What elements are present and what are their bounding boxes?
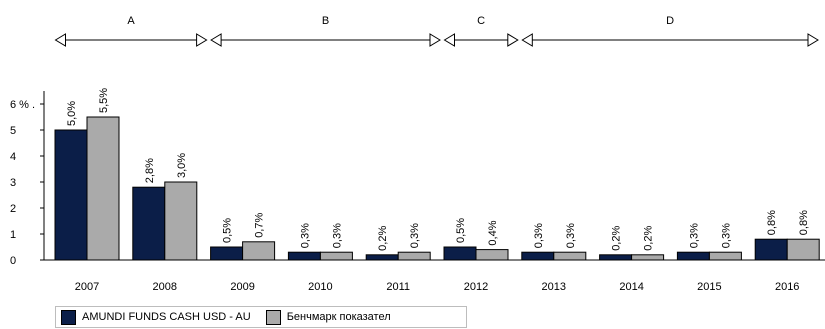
y-tick-label: 0 [10,255,16,267]
x-tick-label: 2010 [308,281,332,293]
y-axis: 0 1 2 3 4 5 6 % . [10,91,45,267]
legend-swatch-benchmark [265,309,281,325]
bar-label-fund: 0,3% [688,223,700,248]
bar-label-benchmark: 3,0% [176,153,188,178]
bar-fund [54,129,88,261]
x-tick-label: 2007 [75,281,99,293]
arrow-left-icon [210,33,222,47]
bar-benchmark [164,181,198,261]
arrow-left-icon [54,33,66,47]
bar-label-benchmark: 0,4% [487,220,499,245]
bar-label-benchmark: 0,8% [798,210,810,235]
bar-label-benchmark: 0,3% [720,223,732,248]
legend-swatch-fund [61,309,76,325]
legend-label-benchmark: Бенчмарк показател [286,311,391,323]
bar-label-benchmark: 0,3% [331,223,343,248]
x-tick-label: 2016 [775,281,799,293]
bar-label-fund: 5,0% [66,101,78,126]
bar-fund [287,251,321,261]
bar-benchmark [475,249,509,261]
x-tick-label: 2012 [464,281,488,293]
bar-benchmark [786,238,820,261]
x-tick-label: 2009 [230,281,254,293]
bar-benchmark [242,241,276,261]
period-label: A [127,15,135,27]
x-tick-label: 2011 [386,281,410,293]
x-tick-label: 2015 [697,281,721,293]
period-brackets: A B C D [54,15,819,47]
bar-fund [599,254,633,261]
y-tick-label: 4 [10,151,16,163]
bar-label-benchmark: 0,2% [643,226,655,251]
bar-fund [443,246,477,261]
bar-benchmark [631,254,665,261]
bar-benchmark [319,251,353,261]
bar-fund [676,251,710,261]
legend-item-fund: AMUNDI FUNDS CASH USD - AU [61,309,251,325]
y-tick-label: 6 % . [10,99,35,111]
y-tick-label: 2 [10,203,16,215]
legend: AMUNDI FUNDS CASH USD - AU Бенчмарк пока… [55,306,467,328]
y-tick-label: 5 [10,125,16,137]
bar-benchmark [708,251,742,261]
bar-label-benchmark: 0,3% [409,223,421,248]
bar-fund [365,254,399,261]
bar-label-fund: 0,3% [299,223,311,248]
x-tick-label: 2014 [619,281,643,293]
x-axis: 2007 2008 2009 2010 2011 2012 2013 2014 2015 2016 [44,259,825,293]
x-tick-label: 2008 [153,281,177,293]
bar-label-fund: 0,2% [377,226,389,251]
bar-fund [521,251,555,261]
bar-label-fund: 0,5% [455,218,467,243]
bar-label-fund: 2,8% [144,158,156,183]
period-label: D [666,15,674,27]
legend-item-benchmark: Бенчмарк показател [265,309,391,325]
bar-fund [210,246,244,261]
bar-label-benchmark: 0,7% [254,213,266,238]
arrow-right-icon [196,33,208,47]
arrow-right-icon [429,33,441,47]
bar-fund [754,238,788,261]
arrow-left-icon [521,33,533,47]
bars: 5,0% 5,5% 2,8% 3,0% 0,5% 0,7% 0,3% 0,3% 0,2% 0,3%… [54,88,820,261]
bar-label-benchmark: 5,5% [98,88,110,113]
y-tick-label: 1 [10,229,16,241]
bar-label-fund: 0,2% [611,226,623,251]
bar-benchmark [397,251,431,261]
bar-fund [132,186,166,261]
bar-label-fund: 0,5% [222,218,234,243]
bar-label-fund: 0,3% [533,223,545,248]
period-label: B [322,15,329,27]
x-tick-label: 2013 [542,281,566,293]
period-label: C [477,15,485,27]
arrow-right-icon [807,33,819,47]
arrow-left-icon [443,33,455,47]
bar-label-benchmark: 0,3% [565,223,577,248]
bar-benchmark [553,251,587,261]
bar-label-fund: 0,8% [766,210,778,235]
arrow-right-icon [507,33,519,47]
legend-label-fund: AMUNDI FUNDS CASH USD - AU [82,311,251,323]
y-tick-label: 3 [10,177,16,189]
bar-benchmark [86,116,120,261]
